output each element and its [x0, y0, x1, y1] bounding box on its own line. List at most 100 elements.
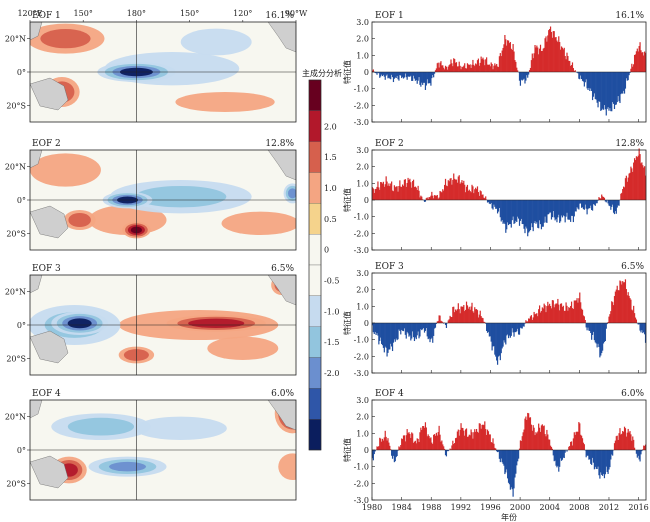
timeseries-bar — [408, 432, 410, 450]
timeseries-bar — [374, 72, 376, 73]
timeseries-bar — [542, 308, 544, 323]
timeseries-bar — [395, 323, 397, 339]
timeseries-bar — [408, 323, 410, 337]
timeseries-bar — [459, 65, 461, 72]
timeseries-bar — [510, 323, 512, 336]
timeseries-bar — [635, 319, 638, 323]
timeseries-bar — [462, 306, 464, 323]
timeseries-bar — [549, 26, 552, 72]
timeseries-bar — [465, 68, 468, 72]
timeseries-bar — [598, 450, 600, 476]
timeseries-bar — [390, 449, 392, 450]
timeseries-bar — [489, 200, 491, 205]
y-tick-label: -1.0 — [354, 463, 369, 472]
timeseries-bar — [641, 450, 643, 452]
timeseries-bar — [444, 184, 446, 200]
land-asia — [30, 400, 43, 419]
timeseries-bar — [402, 72, 405, 79]
y-tick-label: 1.0 — [356, 302, 369, 311]
timeseries-bar — [437, 432, 439, 450]
timeseries-bar — [627, 292, 629, 323]
timeseries-bar — [600, 323, 602, 356]
timeseries-bar — [578, 298, 580, 323]
timeseries-bar — [620, 434, 622, 450]
timeseries-bar — [531, 200, 533, 228]
map-anomaly-patch — [278, 453, 296, 480]
timeseries-bar — [644, 51, 646, 72]
y-tick-label: -2.0 — [354, 352, 369, 361]
timeseries-bar — [597, 323, 599, 344]
timeseries-bar — [457, 429, 459, 450]
timeseries-bar — [384, 72, 386, 80]
timeseries-bar — [585, 450, 587, 458]
timeseries-bar — [501, 200, 503, 220]
timeseries-bar — [407, 177, 409, 200]
timeseries-bar — [418, 323, 420, 339]
timeseries-bar — [576, 72, 578, 73]
timeseries-bar — [558, 200, 560, 215]
map-variance-label: 12.8% — [265, 139, 294, 149]
map-panel-label: EOF 2 — [32, 139, 61, 149]
timeseries-bar — [417, 323, 419, 332]
timeseries-bar — [448, 65, 450, 72]
timeseries-bar — [509, 200, 511, 225]
timeseries-bar — [534, 44, 536, 72]
timeseries-bar — [441, 440, 443, 450]
timeseries-bar — [566, 450, 568, 452]
timeseries-bar — [466, 436, 469, 450]
lat-tick-label: 20°N — [5, 163, 26, 172]
timeseries-bar — [438, 425, 440, 450]
eof-map-1: 20°N 0° 20°S EOF 1 16.1% 120°E 150° 180° 150° 120… — [5, 9, 308, 123]
timeseries-bar — [635, 156, 638, 200]
eof-timeseries-2: 3.0 2.0 1.0 0 -1.0 -2.0 -3.0 EOF 2 12.8% 特征值 — [342, 139, 647, 255]
timeseries-bar — [634, 54, 637, 72]
timeseries-bar — [399, 323, 401, 331]
map-variance-label: 6.0% — [271, 389, 294, 399]
timeseries-bar — [618, 72, 620, 102]
timeseries-bar — [554, 304, 556, 323]
timeseries-bar — [509, 323, 511, 338]
timeseries-bar — [453, 58, 455, 72]
timeseries-bar — [478, 65, 480, 72]
timeseries-bar — [493, 200, 495, 205]
timeseries-bar — [601, 72, 603, 111]
timeseries-bar — [615, 72, 617, 105]
timeseries-bar — [565, 59, 567, 72]
colorbar-segment — [308, 110, 322, 142]
timeseries-bar — [569, 308, 571, 323]
timeseries-bar — [464, 63, 466, 72]
timeseries-bar — [452, 66, 454, 72]
eof-timeseries-4: 3.0 2.0 1.0 0 -1.0 -2.0 -3.0 EOF 4 6.0% 特征值 1980 19… — [342, 389, 649, 522]
timeseries-bar — [416, 190, 418, 200]
timeseries-bar — [533, 311, 535, 323]
timeseries-bar — [557, 200, 559, 218]
y-tick-label: -1.0 — [354, 85, 369, 94]
colorbar-tick-label: 2.0 — [324, 122, 337, 131]
timeseries-bar — [393, 323, 395, 340]
timeseries-bar — [466, 63, 469, 72]
timeseries-bar — [444, 69, 446, 72]
timeseries-bar — [644, 444, 647, 450]
timeseries-bar — [398, 186, 400, 200]
timeseries-bar — [527, 321, 529, 323]
timeseries-bar — [566, 305, 568, 323]
timeseries-bar — [562, 49, 564, 72]
timeseries-bar — [376, 323, 378, 334]
timeseries-bar — [412, 323, 415, 338]
timeseries-bar — [380, 72, 383, 75]
timeseries-bar — [404, 72, 406, 74]
timeseries-bar — [488, 323, 490, 337]
timeseries-bar — [462, 67, 464, 72]
timeseries-bar — [377, 323, 379, 336]
timeseries-bar — [452, 179, 454, 200]
timeseries-bar — [378, 323, 380, 345]
timeseries-bar — [625, 72, 627, 79]
timeseries-bar — [623, 282, 625, 323]
eof-timeseries-panels: 3.0 2.0 1.0 0 -1.0 -2.0 -3.0 EOF 1 16.1% 特征值 3.0 2.… — [342, 11, 649, 522]
timeseries-bar — [417, 438, 419, 450]
timeseries-bar — [531, 430, 533, 450]
timeseries-bar — [429, 72, 431, 84]
timeseries-bar — [517, 450, 519, 462]
timeseries-bar — [549, 303, 551, 323]
timeseries-bar — [560, 450, 563, 461]
